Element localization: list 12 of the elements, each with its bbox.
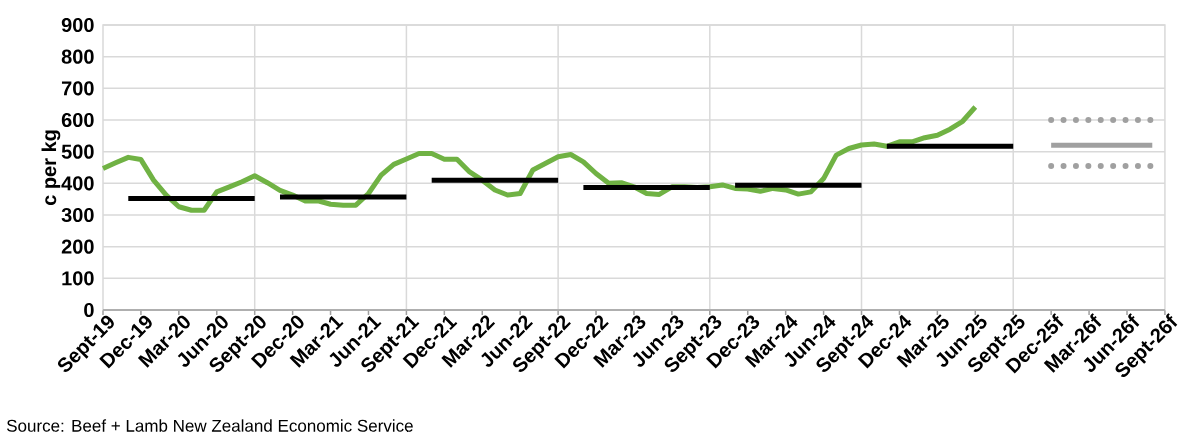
y-tick-label: 600 bbox=[61, 112, 94, 128]
y-tick-label: 500 bbox=[61, 144, 94, 159]
y-tick-label: 400 bbox=[61, 176, 94, 191]
source-note: Source: Beef + Lamb New Zealand Economic Service bbox=[6, 419, 413, 432]
y-tick-label: 900 bbox=[61, 17, 94, 33]
y-tick-label: 800 bbox=[61, 49, 94, 64]
y-tick-label: 0 bbox=[84, 302, 94, 318]
y-tick-label: 300 bbox=[61, 207, 94, 223]
y-axis-title: c per kg bbox=[41, 130, 61, 206]
y-tick-label: 100 bbox=[62, 271, 94, 286]
y-tick-label: 700 bbox=[61, 81, 94, 96]
y-tick-label: 200 bbox=[61, 239, 94, 254]
